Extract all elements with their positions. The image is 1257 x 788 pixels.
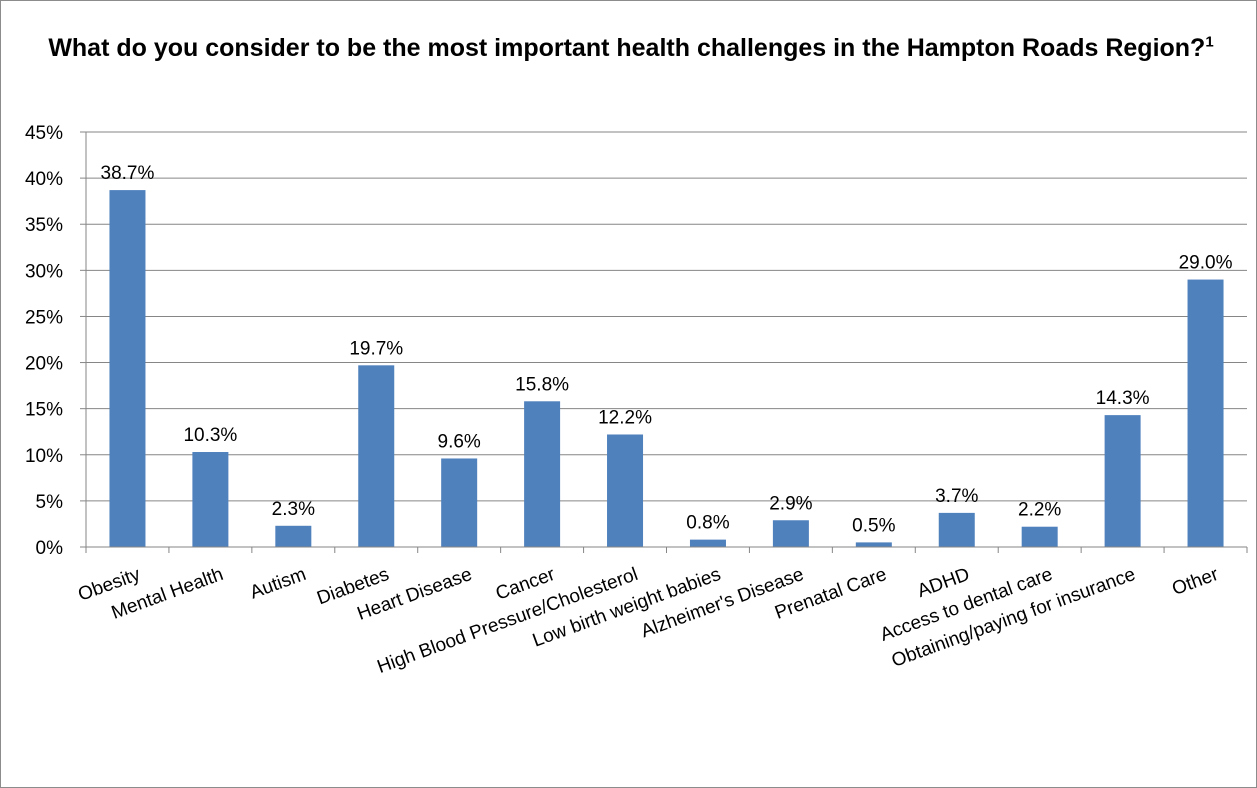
data-label: 3.7% [935, 486, 978, 507]
y-tick-label: 45% [25, 123, 63, 144]
data-label: 12.2% [598, 407, 652, 428]
bar [1021, 526, 1058, 547]
data-label: 0.8% [686, 513, 729, 534]
bar [607, 434, 644, 547]
data-labels: 38.7% 10.3% 2.3% 19.7% 9.6% 15.8% 12.2% 0.8% 2.9… [101, 163, 1233, 536]
chart-title-text: What do you consider to be the most impo… [48, 34, 1206, 62]
y-tick-label: 40% [25, 169, 63, 190]
bar [358, 365, 395, 547]
y-tick-label: 10% [25, 446, 63, 467]
category-label: Autism [247, 564, 309, 604]
bar [855, 542, 892, 547]
bar [938, 512, 975, 547]
data-label: 2.2% [1018, 500, 1061, 521]
data-label: 2.3% [272, 499, 315, 520]
y-tick-label: 30% [25, 261, 63, 282]
bar [772, 520, 809, 547]
bar [109, 190, 146, 547]
bar [524, 401, 561, 547]
data-label: 15.8% [515, 374, 569, 395]
data-label: 29.0% [1179, 253, 1233, 274]
data-label: 38.7% [101, 163, 155, 184]
y-tick-labels: 0% 5% 10% 15% 20% 25% 30% 35% 40% 45% [25, 123, 63, 559]
y-tick-label: 20% [25, 354, 63, 375]
y-tick-label: 0% [36, 538, 64, 559]
chart-title-footnote: 1 [1205, 33, 1214, 51]
bar [689, 539, 726, 547]
gridlines [86, 131, 1247, 502]
y-tick-label: 35% [25, 215, 63, 236]
data-label: 0.5% [852, 515, 895, 536]
bar [1187, 279, 1224, 547]
bar [441, 458, 478, 547]
category-label: Other [1169, 564, 1221, 600]
chart-title: What do you consider to be the most impo… [41, 31, 1221, 65]
y-tick-label: 5% [36, 492, 64, 513]
data-label: 2.9% [769, 493, 812, 514]
bar [1104, 415, 1141, 547]
data-label: 10.3% [183, 425, 237, 446]
axes [80, 131, 1248, 553]
bar [275, 525, 312, 547]
data-label: 9.6% [438, 431, 481, 452]
data-label: 14.3% [1096, 388, 1150, 409]
bar [192, 452, 229, 547]
bars [109, 190, 1224, 547]
y-tick-label: 15% [25, 400, 63, 421]
y-tick-label: 25% [25, 307, 63, 328]
data-label: 19.7% [349, 338, 403, 359]
